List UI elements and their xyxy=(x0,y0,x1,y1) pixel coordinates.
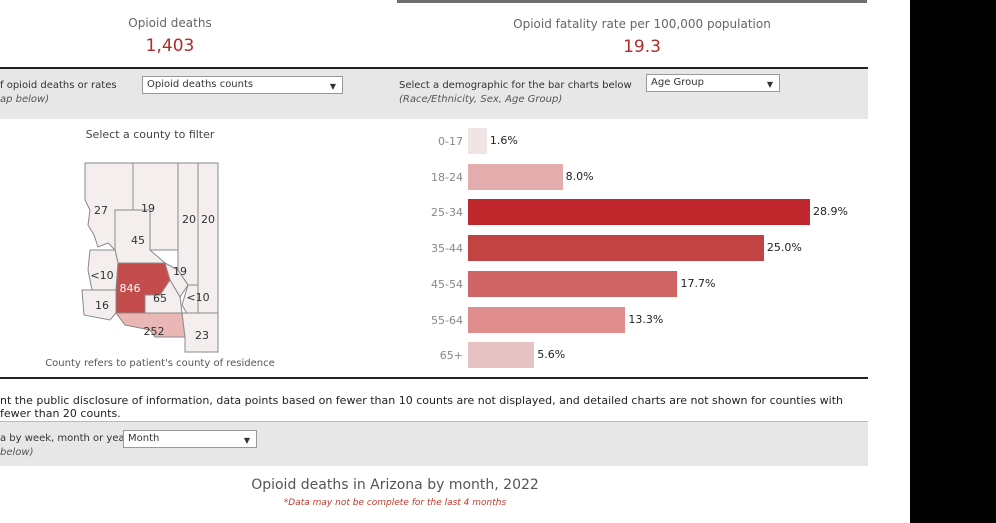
footnote-divider-top xyxy=(0,377,868,379)
county-mohave-value: 27 xyxy=(94,204,108,217)
county-maricopa-value: 846 xyxy=(120,282,141,295)
bar-value-label: 17.7% xyxy=(680,276,716,290)
county-cochise[interactable] xyxy=(181,312,219,353)
period-panel: a by week, month or year below) Month ▼ xyxy=(0,422,868,466)
footnote-divider-bottom xyxy=(0,421,868,422)
metric-select-value: Opioid deaths counts xyxy=(147,79,254,90)
disclosure-footnote: nt the public disclosure of information,… xyxy=(0,394,843,420)
bar-25-34[interactable] xyxy=(468,199,810,226)
bar-value-label: 1.6% xyxy=(489,134,518,147)
county-cochise-value: 23 xyxy=(195,329,209,342)
chevron-down-icon: ▼ xyxy=(329,82,336,91)
bar-value-label: 5.6% xyxy=(537,348,566,362)
demographic-select[interactable]: Age Group ▼ xyxy=(646,74,780,92)
period-select[interactable]: Month ▼ xyxy=(123,430,257,448)
county-pinal-value: 65 xyxy=(153,292,167,305)
bar-value-label: 8.0% xyxy=(565,169,594,183)
metric-select[interactable]: Opioid deaths counts ▼ xyxy=(142,76,343,94)
bar-value-label: 28.9% xyxy=(813,205,848,219)
county-apache-value: 20 xyxy=(201,213,215,226)
demographic-note: (Race/Ethnicity, Sex, Age Group) xyxy=(399,94,563,105)
period-label: a by week, month or year xyxy=(0,433,129,444)
filter-panel: f opioid deaths or rates ap below) Opioi… xyxy=(0,69,868,119)
metric-note: ap below) xyxy=(0,94,50,105)
age-group-bar-chart: 0-17 1.6% 18-24 8.0% 25-34 28.9% 35-44 25.0% 45-… xyxy=(398,122,868,372)
bar-category-label: 0-17 xyxy=(438,135,463,148)
bar-55-64[interactable] xyxy=(468,306,626,333)
section-divider xyxy=(0,67,868,69)
county-yuma[interactable] xyxy=(81,289,117,321)
bar-category-label: 25-34 xyxy=(431,206,463,220)
map-title: Select a county to filter xyxy=(85,128,215,141)
chevron-down-icon: ▼ xyxy=(766,80,773,89)
demographic-select-value: Age Group xyxy=(651,77,704,88)
map-caption: County refers to patient's county of res… xyxy=(45,358,275,369)
bar-category-label: 35-44 xyxy=(431,242,463,256)
bar-65+[interactable] xyxy=(468,342,535,369)
bar-category-label: 55-64 xyxy=(431,313,463,327)
county-gila[interactable] xyxy=(164,261,189,298)
period-note: below) xyxy=(0,447,34,458)
demographic-label: Select a demographic for the bar charts … xyxy=(399,80,632,91)
county-yavapai-value: 45 xyxy=(131,234,145,247)
top-rule xyxy=(397,0,867,3)
deaths-kpi-label: Opioid deaths xyxy=(128,16,212,30)
chevron-down-icon: ▼ xyxy=(243,436,250,445)
county-greenlee-value: <10 xyxy=(186,291,209,304)
county-gila-value: 19 xyxy=(173,265,187,278)
rate-kpi-value: 19.3 xyxy=(623,37,661,57)
bar-category-label: 18-24 xyxy=(431,170,463,184)
right-edge-strip xyxy=(910,0,996,523)
bar-value-label: 25.0% xyxy=(766,241,802,255)
county-navajo-value: 20 xyxy=(182,213,196,226)
county-pima-value: 252 xyxy=(144,325,165,338)
bar-value-label: 13.3% xyxy=(628,312,664,326)
bar-category-label: 65+ xyxy=(439,349,463,363)
county-yuma-value: 16 xyxy=(95,299,109,312)
rate-kpi-label: Opioid fatality rate per 100,000 populat… xyxy=(513,17,771,31)
monthly-chart-subtitle: *Data may not be complete for the last 4… xyxy=(283,498,507,508)
monthly-chart-title: Opioid deaths in Arizona by month, 2022 xyxy=(251,477,539,493)
period-select-value: Month xyxy=(128,433,160,444)
bar-45-54[interactable] xyxy=(468,270,678,297)
county-la-paz-value: <10 xyxy=(90,269,113,282)
deaths-kpi-value: 1,403 xyxy=(145,36,195,56)
bar-18-24[interactable] xyxy=(468,163,563,190)
county-map: 27 19 20 20 45 <10 846 19 65 <10 16 252 … xyxy=(81,162,219,353)
bar-0-17[interactable] xyxy=(468,128,487,154)
metric-label: f opioid deaths or rates xyxy=(0,80,117,91)
county-coconino-value: 19 xyxy=(141,202,155,215)
bar-35-44[interactable] xyxy=(468,235,764,262)
bar-category-label: 45-54 xyxy=(431,277,463,291)
